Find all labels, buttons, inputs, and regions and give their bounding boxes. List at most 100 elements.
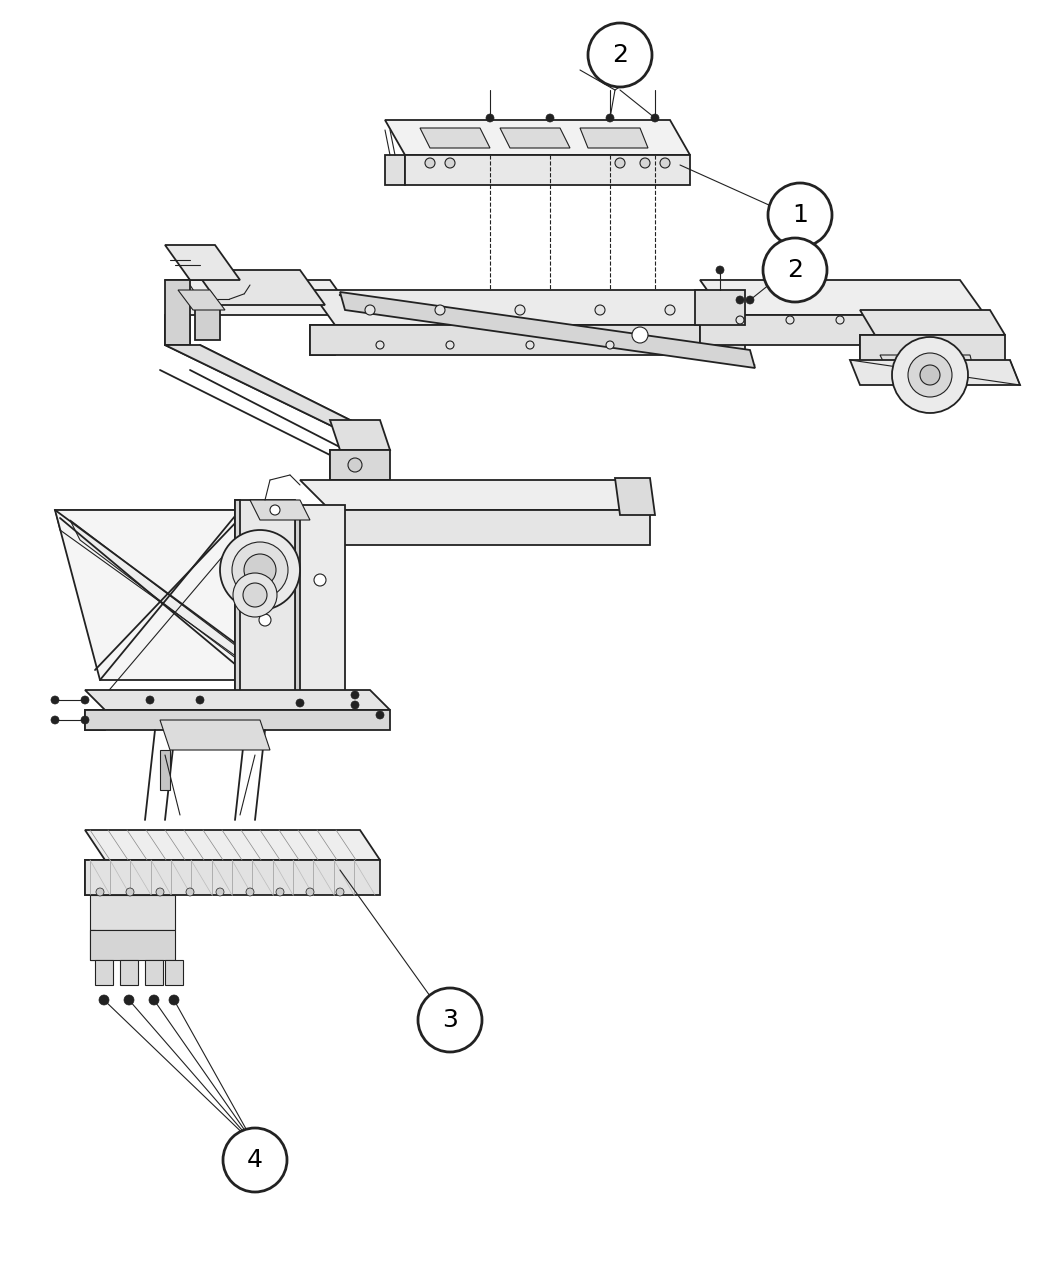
Circle shape [276,887,284,896]
Circle shape [126,887,134,896]
Circle shape [290,566,298,574]
Polygon shape [85,861,380,895]
Circle shape [243,583,267,607]
Circle shape [124,994,134,1005]
Circle shape [280,590,288,598]
Polygon shape [310,325,746,354]
Circle shape [51,717,59,724]
Polygon shape [85,690,390,710]
Polygon shape [55,510,250,530]
Circle shape [232,542,288,598]
Polygon shape [165,280,190,346]
Polygon shape [700,315,985,346]
Circle shape [736,316,744,324]
Circle shape [786,316,794,324]
Polygon shape [700,280,985,315]
Circle shape [96,887,104,896]
Circle shape [640,158,650,168]
Circle shape [746,296,754,303]
Circle shape [222,566,230,574]
Circle shape [259,555,271,566]
Polygon shape [934,354,975,375]
Polygon shape [85,830,380,861]
Polygon shape [385,120,690,156]
Circle shape [220,530,300,609]
Circle shape [836,316,844,324]
Polygon shape [165,346,370,430]
Circle shape [244,555,276,586]
Text: 1: 1 [792,203,807,227]
Circle shape [526,340,534,349]
Polygon shape [165,315,190,346]
Polygon shape [250,500,310,520]
Polygon shape [55,510,285,680]
Polygon shape [94,960,113,986]
Circle shape [606,113,614,122]
Polygon shape [85,710,105,731]
Circle shape [51,696,59,704]
Circle shape [376,711,384,719]
Circle shape [348,458,362,472]
Polygon shape [385,156,405,185]
Circle shape [595,305,605,315]
Polygon shape [615,478,655,515]
Circle shape [169,994,179,1005]
Circle shape [446,340,454,349]
Polygon shape [880,354,930,375]
Circle shape [546,113,554,122]
Circle shape [763,238,827,302]
Text: 4: 4 [247,1148,262,1172]
Polygon shape [295,505,300,700]
Circle shape [306,887,314,896]
Text: 2: 2 [788,258,803,282]
Polygon shape [70,520,245,666]
Circle shape [514,305,525,315]
Circle shape [615,158,625,168]
Polygon shape [860,335,1005,370]
Circle shape [256,532,264,541]
Circle shape [425,158,435,168]
Polygon shape [145,960,163,986]
Polygon shape [330,450,340,479]
Circle shape [336,887,344,896]
Circle shape [365,305,375,315]
Circle shape [216,887,224,896]
Circle shape [376,340,384,349]
Circle shape [486,113,494,122]
Circle shape [418,988,482,1052]
Circle shape [232,590,240,598]
Circle shape [149,994,159,1005]
Circle shape [665,305,675,315]
Circle shape [256,601,264,608]
Circle shape [186,887,194,896]
Polygon shape [165,280,355,315]
Polygon shape [300,479,650,510]
Polygon shape [90,895,175,929]
Polygon shape [330,419,390,450]
Polygon shape [580,128,648,148]
Polygon shape [235,500,295,700]
Circle shape [280,542,288,550]
Circle shape [351,691,359,699]
Circle shape [660,158,670,168]
Circle shape [246,887,254,896]
Circle shape [651,113,659,122]
Circle shape [146,696,154,704]
Circle shape [768,184,832,247]
Circle shape [908,353,952,397]
Polygon shape [160,750,170,790]
Polygon shape [420,128,490,148]
Circle shape [99,994,109,1005]
Circle shape [196,696,204,704]
Polygon shape [860,335,875,370]
Polygon shape [90,929,94,960]
Polygon shape [300,510,650,544]
Circle shape [296,699,304,708]
Polygon shape [160,720,270,750]
Circle shape [233,572,277,617]
Circle shape [351,701,359,709]
Circle shape [588,23,652,87]
Polygon shape [330,450,390,479]
Polygon shape [700,315,724,346]
Polygon shape [195,270,326,305]
